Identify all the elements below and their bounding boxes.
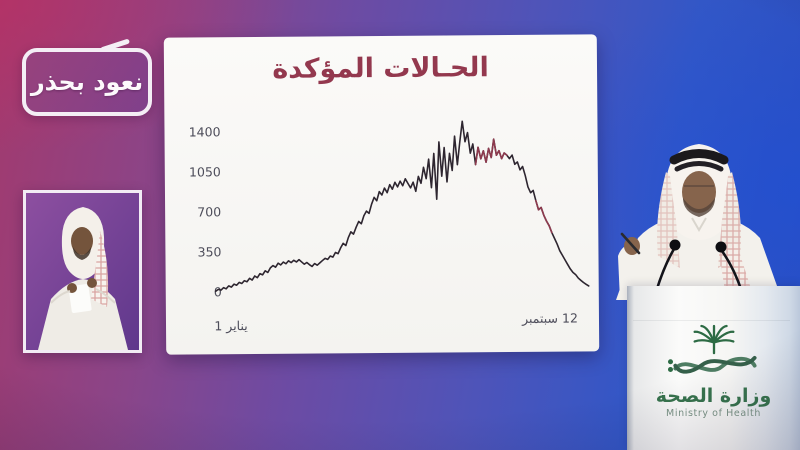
interpreter-face [71,227,93,255]
speaker-shemagh-tail-checks [720,242,754,298]
x-axis-start-label: 1 يناير [214,318,248,334]
x-axis-end-label: 12 سبتمبر [522,310,578,326]
ministry-name-arabic: وزارة الصحة [655,385,772,407]
microphone-head-right [715,241,727,253]
speaker-face [682,171,716,213]
speaker-raised-sleeve [618,242,656,300]
speaker [616,144,782,300]
sign-language-interpreter-box [23,190,142,353]
campaign-badge-label: نعود بحذر [30,68,144,96]
speaker-pen [620,232,641,255]
speaker-agal [669,149,729,165]
speaker-agal-lower [674,161,724,172]
interpreter-beard [73,247,91,260]
interpreter-arm-folds [50,288,116,304]
sign-language-interpreter [26,193,139,350]
speaker-collar [691,217,707,232]
interpreter-shemagh-checks [91,231,109,307]
cases-line-chart [214,120,590,293]
crossed-swords-icon [667,355,757,374]
interpreter-hand-right [87,278,97,288]
speaker-beard [683,198,715,217]
badge-accent-slash [99,38,131,53]
palm-tree-icon [693,324,734,355]
chart-panel: الحـالات المؤكدة 1400 1050 700 350 0 1 ي… [163,34,600,355]
microphone-head-left [669,239,681,251]
podium: وزارة الصحة Ministry of Health [627,286,800,450]
ministry-of-health-logo [667,324,757,374]
ministry-name-english: Ministry of Health [666,407,761,419]
campaign-badge: نعود بحذر [22,38,152,116]
